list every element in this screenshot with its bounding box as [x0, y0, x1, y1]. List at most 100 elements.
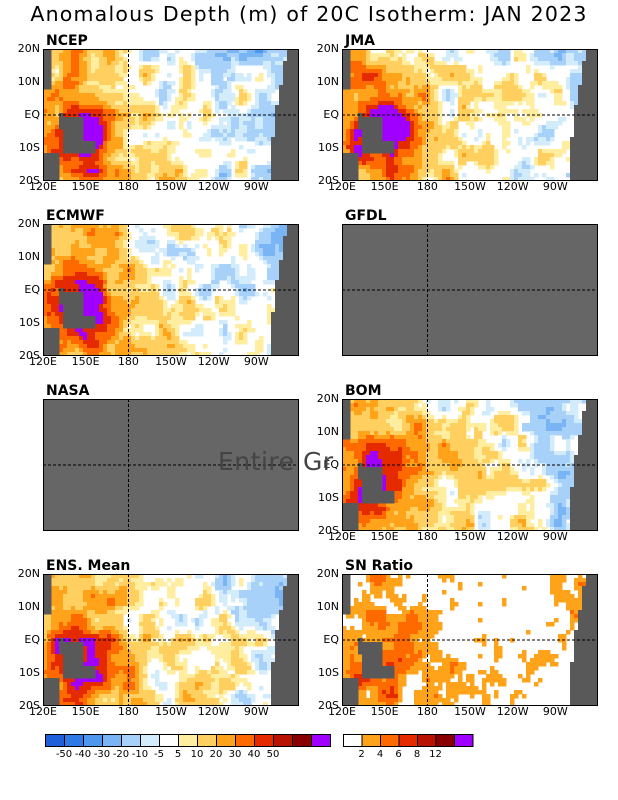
- colorbar-label: -5: [154, 749, 164, 760]
- x-tick-label: 150W: [155, 355, 187, 368]
- colorbar-swatch: [159, 734, 179, 747]
- y-tick-label: 20S: [318, 699, 339, 712]
- land-mask: [43, 224, 299, 356]
- colorbar-swatch: [292, 734, 312, 747]
- x-tick-label: 90W: [243, 355, 269, 368]
- panel-title: ENS. Mean: [46, 558, 131, 574]
- snr-colorbar: 2 4 6 8 12: [343, 733, 475, 760]
- colorbar-swatch: [254, 734, 274, 747]
- x-tick-label: 120W: [496, 180, 529, 193]
- x-tick-label: 150E: [370, 705, 399, 718]
- x-tick-label: 90W: [243, 180, 269, 193]
- y-tick-label: 10S: [19, 666, 40, 679]
- overlay-text: Entire Gr: [218, 447, 334, 476]
- colorbar-label: -30: [93, 749, 111, 760]
- page-title: Anomalous Depth (m) of 20C Isotherm: JAN…: [30, 2, 588, 26]
- x-tick-label: 120W: [197, 355, 230, 368]
- colorbar-label: -50: [55, 749, 73, 760]
- anomaly-colorbar: -50 -40 -30 -20 -10 -5 5 10 20 30 40 50: [45, 733, 332, 760]
- colorbar-label: 8: [413, 749, 421, 760]
- x-tick-label: 150E: [71, 705, 100, 718]
- x-tick-label: 120E: [328, 705, 356, 718]
- land-mask: [342, 49, 598, 181]
- x-tick-label: 120W: [197, 705, 230, 718]
- y-tick-label: 10N: [17, 600, 40, 613]
- map-frame: [342, 49, 598, 181]
- x-tick-label: 150E: [71, 180, 100, 193]
- colorbar-swatch: [178, 734, 198, 747]
- panel-title: SN Ratio: [345, 558, 414, 574]
- x-tick-label: 120W: [197, 180, 230, 193]
- colorbar-label: 20: [209, 749, 223, 760]
- y-tick-label: 20N: [316, 42, 339, 55]
- land-mask: [43, 574, 299, 706]
- colorbar-label: -20: [112, 749, 130, 760]
- colorbar-swatch: [454, 734, 474, 747]
- panel-title: BOM: [345, 383, 382, 399]
- x-tick-label: 120W: [496, 530, 529, 543]
- heatmap-map: [342, 399, 598, 531]
- y-tick-label: 20N: [316, 567, 339, 580]
- y-tick-label: 10S: [318, 666, 339, 679]
- y-tick-label: 10S: [19, 316, 40, 329]
- heatmap-map: [342, 49, 598, 181]
- x-tick-label: 180: [416, 530, 438, 543]
- map-frame: [43, 224, 299, 356]
- colorbar-swatch: [216, 734, 236, 747]
- colorbar-swatch: [121, 734, 141, 747]
- x-tick-label: 150W: [454, 705, 486, 718]
- panel-ens-mean: ENS. Mean 20N 10N EQ 10S 20S 120E 150E 180 150W 12…: [18, 557, 343, 727]
- heatmap-cells: [342, 574, 587, 706]
- panel-bom: BOM 20N 10N EQ 10S 20S 120E 150E 180 150W 120W 90W: [317, 382, 618, 552]
- panel-title: NASA: [46, 383, 90, 399]
- heatmap-cells: [43, 49, 288, 181]
- y-tick-label: EQ: [24, 283, 40, 296]
- colorbar-label: 6: [395, 749, 402, 760]
- colorbar-swatch: [102, 734, 122, 747]
- y-tick-label: 10N: [17, 250, 40, 263]
- panel-gfdl: GFDL: [342, 207, 618, 377]
- x-tick-label: 180: [117, 705, 139, 718]
- x-tick-label: 150E: [370, 530, 399, 543]
- y-tick-label: 10S: [19, 141, 40, 154]
- panel-nasa: NASA: [43, 382, 343, 552]
- map-frame: [342, 399, 598, 531]
- heatmap-cells: [342, 49, 587, 181]
- colorbar-swatch: [235, 734, 255, 747]
- y-tick-label: 20S: [318, 174, 339, 187]
- y-tick-label: 20S: [19, 349, 40, 362]
- y-tick-label: EQ: [24, 108, 40, 121]
- panel-title: JMA: [345, 33, 375, 49]
- colorbar-label: -10: [131, 749, 149, 760]
- colorbar-swatch: [197, 734, 217, 747]
- panel-ncep: NCEP 20N 10N EQ 10S 20S 120E 150E 180 150W 120W 90W: [18, 32, 343, 202]
- colorbar-swatch: [417, 734, 437, 747]
- colorbar-label: 30: [228, 749, 242, 760]
- land-mask: [342, 574, 598, 706]
- x-tick-label: 90W: [542, 180, 568, 193]
- y-tick-label: 20N: [17, 567, 40, 580]
- heatmap-cells: [342, 399, 587, 531]
- colorbar-swatch: [83, 734, 103, 747]
- panel-title: GFDL: [345, 208, 387, 224]
- colorbar-swatch: [435, 734, 455, 747]
- y-tick-label: 10S: [318, 141, 339, 154]
- map-frame: [342, 224, 598, 356]
- y-tick-label: 20S: [318, 524, 339, 537]
- x-tick-label: 150E: [71, 355, 100, 368]
- colorbar-swatch: [140, 734, 160, 747]
- colorbar-label: 4: [376, 749, 384, 760]
- land-mask: [43, 49, 299, 181]
- map-frame: [43, 574, 299, 706]
- colorbar-label: 10: [190, 749, 204, 760]
- colorbar-label: 5: [174, 749, 182, 760]
- colorbar-label: -40: [74, 749, 92, 760]
- map-frame: [43, 399, 299, 531]
- land-mask: [342, 399, 598, 531]
- y-tick-label: 10N: [316, 600, 339, 613]
- colorbar-swatch: [273, 734, 293, 747]
- y-tick-label: 20N: [316, 392, 339, 405]
- y-tick-label: EQ: [323, 108, 339, 121]
- y-tick-label: 10N: [17, 75, 40, 88]
- colorbar-swatch: [311, 734, 331, 747]
